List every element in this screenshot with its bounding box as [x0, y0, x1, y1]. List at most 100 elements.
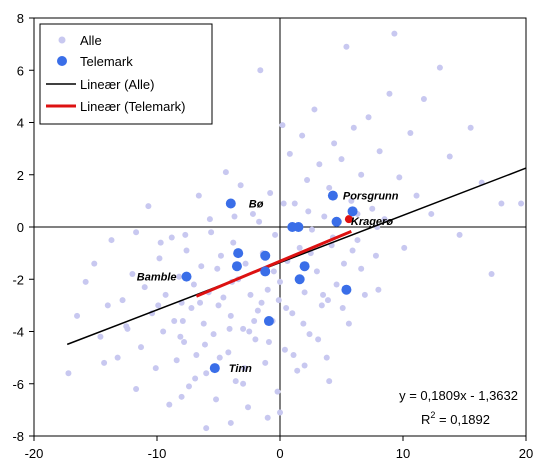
alle-point [222, 169, 229, 176]
alle-point [192, 375, 199, 382]
alle-point [183, 247, 190, 254]
alle-point [206, 216, 213, 223]
alle-point [200, 320, 207, 327]
alle-point [188, 304, 195, 311]
alle-point [245, 404, 252, 411]
y-tick-label: -6 [12, 377, 24, 392]
alle-point [281, 346, 288, 353]
alle-point [133, 385, 140, 392]
alle-point [488, 271, 495, 278]
alle-point [104, 302, 111, 309]
y-tick-label: 4 [17, 116, 24, 131]
alle-point [232, 378, 239, 385]
y-tick-label: 0 [17, 220, 24, 235]
alle-point [340, 260, 347, 267]
telemark-point [263, 316, 274, 327]
alle-point [291, 200, 298, 207]
alle-point [305, 208, 312, 215]
alle-point [318, 302, 325, 309]
alle-point [381, 216, 388, 223]
alle-point [203, 370, 210, 377]
alle-point [348, 197, 355, 204]
alle-point [272, 231, 279, 238]
telemark-point [331, 216, 342, 227]
alle-point [213, 396, 220, 403]
alle-point [240, 380, 247, 387]
alle-point [296, 244, 303, 251]
alle-point [141, 284, 148, 291]
alle-point [498, 200, 505, 207]
alle-point [343, 43, 350, 50]
alle-point [227, 419, 234, 426]
alle-point [198, 263, 205, 270]
alle-point [157, 239, 164, 246]
y-tick-label: -2 [12, 272, 24, 287]
telemark-point [260, 266, 271, 277]
alle-point [262, 359, 269, 366]
alle-point [436, 64, 443, 71]
x-tick-label: 0 [276, 446, 283, 461]
legend-label-telemark: Telemark [80, 54, 133, 69]
y-tick-label: 2 [17, 168, 24, 183]
alle-point [386, 90, 393, 97]
alle-point [220, 294, 227, 301]
alle-point [246, 328, 253, 335]
alle-point [171, 318, 178, 325]
alle-point [446, 153, 453, 160]
alle-point [227, 312, 234, 319]
alle-point [160, 328, 167, 335]
x-tick-label: 20 [519, 446, 533, 461]
telemark-point [299, 261, 310, 272]
alle-point [97, 333, 104, 340]
alle-point [369, 205, 376, 212]
alle-point [277, 409, 283, 416]
alle-point [252, 336, 259, 343]
alle-point [101, 359, 108, 366]
alle-point [290, 352, 297, 359]
point-label: Bø [249, 198, 264, 210]
alle-point [195, 192, 202, 199]
alle-point [156, 255, 163, 262]
alle-point [240, 325, 247, 332]
alle-point [320, 291, 327, 298]
alle-point [162, 291, 169, 298]
alle-point [280, 200, 287, 207]
telemark-point [293, 222, 304, 232]
alle-point [277, 278, 283, 285]
alle-point [123, 323, 130, 330]
point-label: Bamble [137, 272, 177, 284]
alle-point [264, 286, 271, 293]
alle-point [361, 291, 368, 298]
alle-point [208, 229, 215, 236]
alle-point [190, 281, 197, 288]
alle-point [274, 388, 281, 395]
alle-point [114, 354, 121, 361]
telemark-point [327, 190, 338, 201]
alle-point [396, 174, 403, 181]
telemark-point [341, 284, 352, 295]
alle-point [214, 265, 221, 272]
trend-equation: y = 0,1809x - 1,3632 [399, 388, 518, 403]
alle-point [326, 378, 333, 385]
alle-point [178, 393, 185, 400]
alle-point [376, 148, 383, 155]
equation-bg [394, 380, 524, 428]
alle-point [119, 297, 126, 304]
alle-point [201, 341, 208, 348]
alle-point [182, 231, 189, 238]
alle-point [286, 150, 293, 157]
alle-point [226, 325, 233, 332]
alle-point [241, 365, 248, 372]
alle-point [168, 234, 175, 241]
alle-point [365, 114, 372, 121]
alle-point [145, 203, 152, 210]
alle-point [313, 268, 320, 275]
trendline-telemark [195, 229, 352, 298]
legend-label-trend-telemark: Lineær (Telemark) [80, 99, 185, 114]
alle-point [275, 297, 282, 304]
alle-point [225, 349, 232, 356]
alle-point [456, 231, 463, 238]
alle-point [173, 357, 180, 364]
y-tick-label: 8 [17, 11, 24, 26]
